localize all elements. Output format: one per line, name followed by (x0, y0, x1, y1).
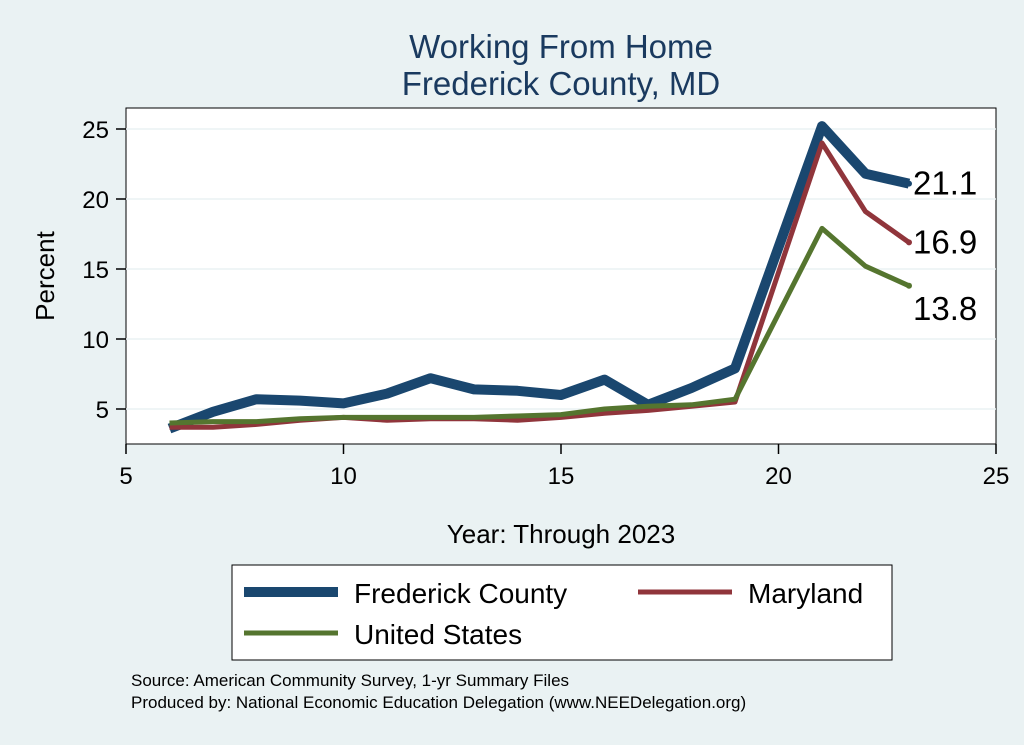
producer-line: Produced by: National Economic Education… (131, 693, 746, 712)
series-line-united-states (169, 225, 911, 426)
legend: Frederick County Maryland United States (231, 564, 893, 661)
chart-subtitle: Frederick County, MD (402, 65, 720, 102)
end-labels: 21.1 16.9 13.8 (913, 165, 977, 327)
legend-label-frederick-county: Frederick County (354, 578, 567, 609)
series-end-point-united-states (906, 282, 912, 289)
y-tick-label: 5 (96, 397, 109, 424)
x-axis-label: Year: Through 2023 (447, 519, 675, 549)
grid-lines (126, 128, 996, 410)
x-tick-label: 20 (765, 463, 792, 490)
chart-title: Working From Home (409, 28, 713, 65)
series-end-point-frederick-county (906, 180, 912, 187)
legend-label-united-states: United States (354, 619, 522, 650)
legend-label-maryland: Maryland (748, 578, 863, 609)
y-tick-label: 15 (82, 257, 109, 284)
end-label-frederick-county: 21.1 (913, 165, 977, 202)
source-line: Source: American Community Survey, 1-yr … (131, 671, 569, 690)
end-label-maryland: 16.9 (913, 223, 977, 260)
series-group (167, 121, 912, 434)
y-tick-label: 20 (82, 187, 109, 214)
legend-box (231, 564, 893, 661)
y-axis-label: Percent (30, 230, 60, 320)
x-tick-label: 5 (119, 463, 132, 490)
x-tick-label: 15 (548, 463, 575, 490)
series-line-frederick-county (167, 121, 911, 434)
x-tick-label: 25 (983, 463, 1010, 490)
y-tick-label: 25 (82, 117, 109, 144)
end-label-united-states: 13.8 (913, 290, 977, 327)
y-tick-label: 10 (82, 327, 109, 354)
series-end-point-maryland (906, 239, 912, 246)
x-tick-label: 10 (330, 463, 357, 490)
axes: 5 10 15 20 25 5 10 15 20 25 (82, 117, 1009, 490)
